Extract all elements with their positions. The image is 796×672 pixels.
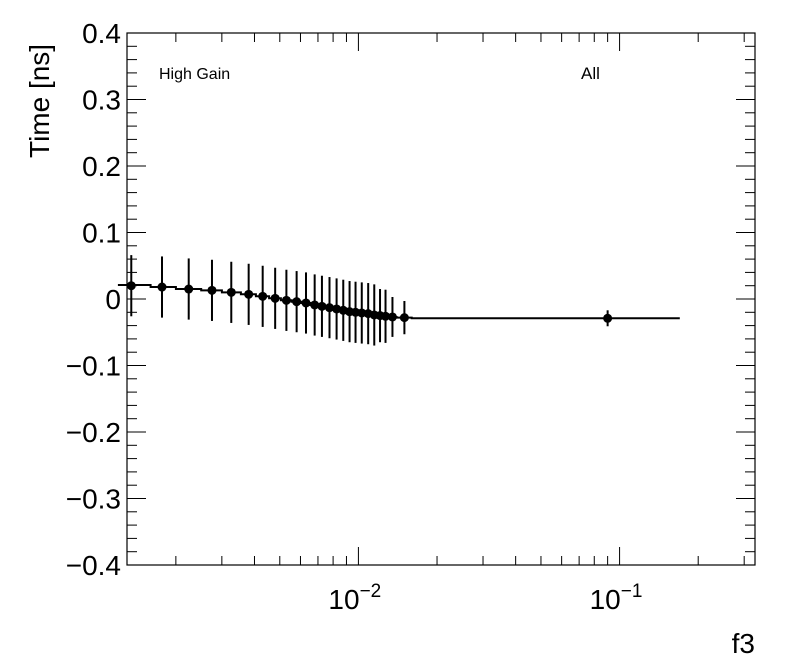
point-marker [281,295,291,305]
y-tick-label: 0.3 [82,85,121,116]
data-point [226,261,236,323]
x-tick-label: 10−1 [590,581,643,615]
annotation-all: All [581,64,600,83]
annotation-high-gain: High Gain [159,66,230,83]
data-point [258,265,268,327]
axis-ticks [127,32,755,566]
point-marker [387,312,397,322]
data-point [603,310,613,327]
y-tick-label: −0.4 [66,550,121,581]
point-marker [244,289,254,299]
y-tick-label: −0.2 [66,417,121,448]
point-marker [258,291,268,301]
x-tick-labels: 10−2 10−1 [328,581,642,615]
point-marker [381,311,391,321]
data-point [270,267,280,329]
y-axis-label: Time [ns] [24,44,55,158]
point-marker [399,313,409,323]
y-tick-label: −0.1 [66,351,121,382]
data-point [126,255,136,317]
point-marker [317,301,327,311]
point-marker [324,303,334,313]
point-marker [603,313,613,323]
data-point [244,263,254,325]
point-marker [292,297,302,307]
data-point [387,297,397,337]
data-point [184,258,194,320]
x-axis-label: f3 [732,628,755,659]
data-point [207,259,217,321]
point-marker [157,282,167,292]
data-point [381,289,391,343]
data-point [332,278,342,340]
point-marker [226,287,236,297]
point-marker [310,300,320,310]
y-tick-label: 0.4 [82,18,121,49]
point-marker [332,304,342,314]
data-point [399,300,409,335]
data-points [126,255,613,346]
y-tick-label: 0.1 [82,218,121,249]
data-point [301,272,311,334]
data-point [292,271,302,333]
y-tick-labels: 0.4 0.3 0.2 0.1 0 −0.1 −0.2 −0.3 −0.4 [66,18,121,581]
y-tick-label: 0.2 [82,151,121,182]
data-point [324,277,334,339]
data-point [310,274,320,336]
data-point [317,275,327,337]
x-tick-label: 10−2 [328,581,381,615]
y-tick-label: −0.3 [66,484,121,515]
y-tick-label: 0 [105,284,121,315]
point-marker [126,281,136,291]
point-marker [184,284,194,294]
data-point [157,256,167,318]
point-marker [301,298,311,308]
data-point [281,269,291,331]
point-marker [270,293,280,303]
point-marker [207,285,217,295]
